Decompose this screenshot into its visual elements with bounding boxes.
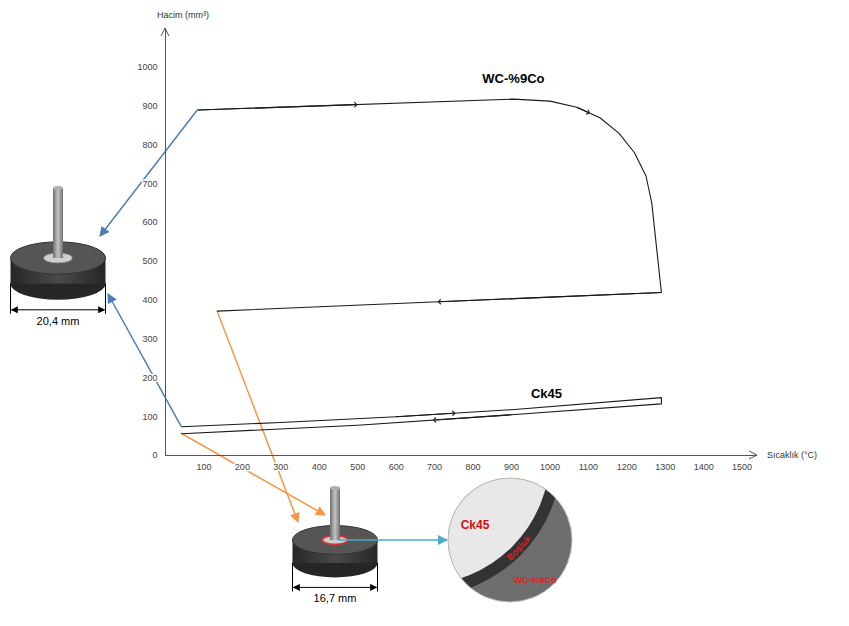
svg-text:300: 300 [142, 334, 157, 344]
svg-text:200: 200 [142, 373, 157, 383]
svg-text:Boşluk: Boşluk [505, 533, 534, 562]
svg-text:20,4 mm: 20,4 mm [37, 315, 80, 327]
svg-text:1400: 1400 [694, 462, 714, 472]
svg-text:500: 500 [350, 462, 365, 472]
svg-text:300: 300 [273, 462, 288, 472]
svg-text:WC-%9Co: WC-%9Co [482, 71, 544, 86]
svg-text:0: 0 [152, 450, 157, 460]
svg-text:Sıcaklık (°C): Sıcaklık (°C) [767, 450, 817, 460]
svg-text:800: 800 [142, 140, 157, 150]
svg-text:WC-%9Co: WC-%9Co [514, 575, 557, 585]
svg-text:Ck45: Ck45 [531, 386, 562, 401]
svg-text:1000: 1000 [540, 462, 560, 472]
svg-text:400: 400 [142, 295, 157, 305]
svg-text:400: 400 [312, 462, 327, 472]
svg-text:Ck45: Ck45 [461, 518, 490, 532]
svg-text:700: 700 [427, 462, 442, 472]
svg-text:600: 600 [389, 462, 404, 472]
svg-text:16,7 mm: 16,7 mm [314, 592, 357, 604]
svg-text:900: 900 [142, 101, 157, 111]
svg-text:1000: 1000 [137, 62, 157, 72]
svg-text:700: 700 [142, 179, 157, 189]
svg-text:600: 600 [142, 217, 157, 227]
svg-text:800: 800 [466, 462, 481, 472]
svg-text:100: 100 [196, 462, 211, 472]
svg-text:1200: 1200 [617, 462, 637, 472]
svg-text:200: 200 [235, 462, 250, 472]
svg-text:900: 900 [504, 462, 519, 472]
svg-text:1500: 1500 [732, 462, 752, 472]
svg-text:Hacim (mm³): Hacim (mm³) [157, 10, 209, 20]
svg-text:500: 500 [142, 256, 157, 266]
svg-text:100: 100 [142, 412, 157, 422]
svg-text:1100: 1100 [579, 462, 598, 472]
svg-text:1300: 1300 [655, 462, 675, 472]
